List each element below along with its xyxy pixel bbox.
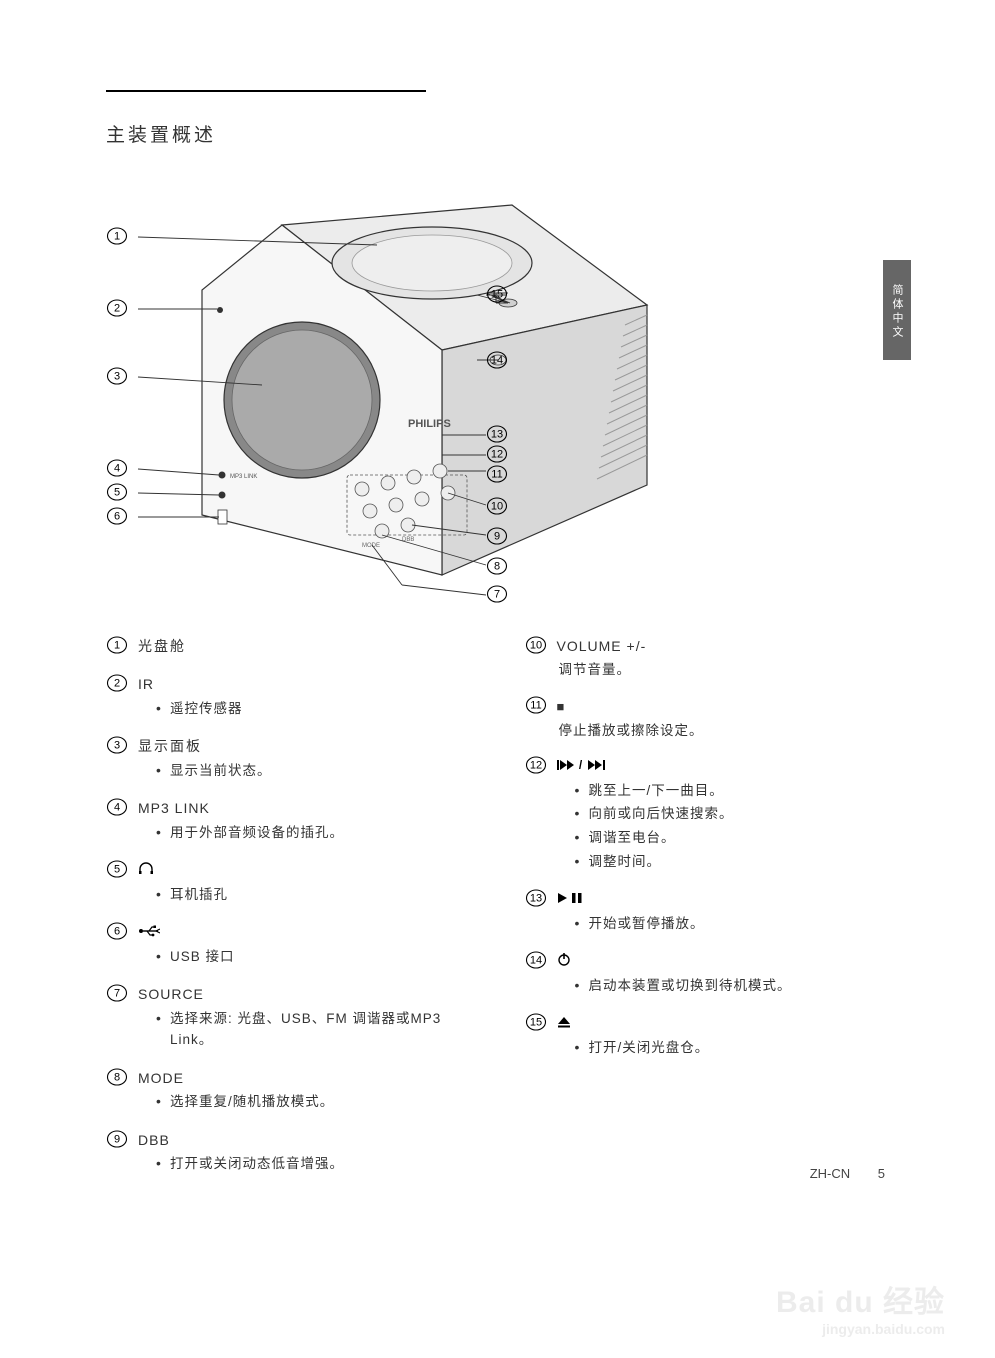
section-title: 主装置概述 [106,120,895,147]
legend-num-10: 10 [525,636,547,654]
svg-text:13: 13 [529,893,541,905]
language-tab: 简体中文 [883,260,911,360]
title-rule [106,90,426,92]
brand-label: PHILIPS [408,418,451,430]
svg-text:11: 11 [530,699,541,711]
legend-item-14: 14 启动本装置或切换到待机模式。 [525,950,896,998]
legend-num-4: 4 [106,798,128,816]
legend-item-3: 3 显示面板显示当前状态。 [106,735,477,783]
callout-15: 15 [486,285,506,305]
watermark-main: Bai du 经验 [776,1286,945,1319]
legend-num-11: 11 [525,696,547,714]
callout-7: 7 [486,585,506,605]
callout-2: 2 [106,299,126,319]
svg-text:MODE: MODE [362,543,380,549]
callout-13: 13 [486,425,506,445]
legend-num-15: 15 [525,1013,547,1031]
svg-text:15: 15 [491,289,503,301]
callout-14: 14 [486,351,506,371]
svg-text:1: 1 [114,640,120,652]
callout-4: 4 [106,459,126,479]
svg-text:4: 4 [114,802,120,814]
svg-text:12: 12 [491,449,503,461]
legend-item-1: 1 光盘舱 [106,635,477,659]
watermark-sub: jingyan.baidu.com [776,1322,945,1336]
legend-num-13: 13 [525,889,547,907]
callout-11: 11 [486,465,506,485]
svg-text:8: 8 [494,561,500,573]
svg-text:2: 2 [114,678,120,690]
callout-9: 9 [486,527,506,547]
svg-text:/: / [578,759,582,771]
legend-num-3: 3 [106,736,128,754]
legend-item-2: 2 IR遥控传感器 [106,673,477,721]
legend-num-7: 7 [106,984,128,1002]
svg-text:5: 5 [114,487,120,499]
svg-text:14: 14 [491,355,503,367]
svg-text:MP3 LINK: MP3 LINK [230,474,257,480]
legend-item-9: 9 DBB打开或关闭动态低音增强。 [106,1129,477,1177]
svg-text:7: 7 [114,988,120,1000]
legend-item-5: 5 耳机插孔 [106,859,477,907]
svg-text:2: 2 [114,303,120,315]
callout-10: 10 [486,497,506,517]
legend-item-8: 8 MODE选择重复/随机播放模式。 [106,1067,477,1115]
page-footer: ZH-CN 5 [810,1166,885,1181]
legend-item-4: 4 MP3 LINK用于外部音频设备的插孔。 [106,797,477,845]
svg-text:10: 10 [529,640,541,652]
legend-item-6: 6 USB 接口 [106,921,477,969]
legend-num-9: 9 [106,1130,128,1148]
svg-text:11: 11 [491,469,502,481]
callout-1: 1 [106,227,126,247]
svg-text:8: 8 [114,1071,120,1083]
watermark: Bai du 经验 jingyan.baidu.com [776,1288,945,1336]
svg-text:12: 12 [529,760,541,772]
callout-8: 8 [486,557,506,577]
legend-right: 10 VOLUME +/-调节音量。 11 ■停止播放或擦除设定。 12 /跳至… [525,635,896,1191]
svg-text:1: 1 [114,231,120,243]
callout-3: 3 [106,367,126,387]
svg-text:9: 9 [114,1133,120,1145]
svg-text:7: 7 [494,589,500,601]
svg-text:13: 13 [491,429,503,441]
legend-num-8: 8 [106,1068,128,1086]
legend-num-12: 12 [525,756,547,774]
svg-text:3: 3 [114,740,120,752]
footer-page: 5 [878,1166,885,1181]
legend-item-11: 11 ■停止播放或擦除设定。 [525,695,896,741]
legend-item-10: 10 VOLUME +/-调节音量。 [525,635,896,681]
device-diagram: MP3 LINK PHILIPS MODE DBB [102,175,702,605]
callout-6: 6 [106,507,126,527]
svg-text:9: 9 [494,531,500,543]
svg-text:15: 15 [529,1017,541,1029]
legend-num-1: 1 [106,636,128,654]
legend-num-14: 14 [525,951,547,969]
legend-num-5: 5 [106,860,128,878]
svg-text:4: 4 [114,463,120,475]
svg-text:14: 14 [529,955,541,967]
svg-text:6: 6 [114,926,120,938]
legend-left: 1 光盘舱 2 IR遥控传感器 3 显示面板显示当前状态。 4 MP3 LINK… [106,635,477,1191]
callout-12: 12 [486,445,506,465]
footer-lang: ZH-CN [810,1166,850,1181]
legend-num-6: 6 [106,922,128,940]
svg-text:3: 3 [114,371,120,383]
svg-text:10: 10 [491,501,503,513]
legend-item-12: 12 /跳至上一/下一曲目。向前或向后快速搜索。调谐至电台。调整时间。 [525,755,896,874]
svg-text:6: 6 [114,511,120,523]
legend-item-13: 13 开始或暂停播放。 [525,888,896,936]
legend-item-15: 15 打开/关闭光盘仓。 [525,1012,896,1060]
legend-num-2: 2 [106,674,128,692]
legend-item-7: 7 SOURCE选择来源: 光盘、USB、FM 调谐器或MP3 Link。 [106,983,477,1053]
callout-5: 5 [106,483,126,503]
svg-text:5: 5 [114,864,120,876]
